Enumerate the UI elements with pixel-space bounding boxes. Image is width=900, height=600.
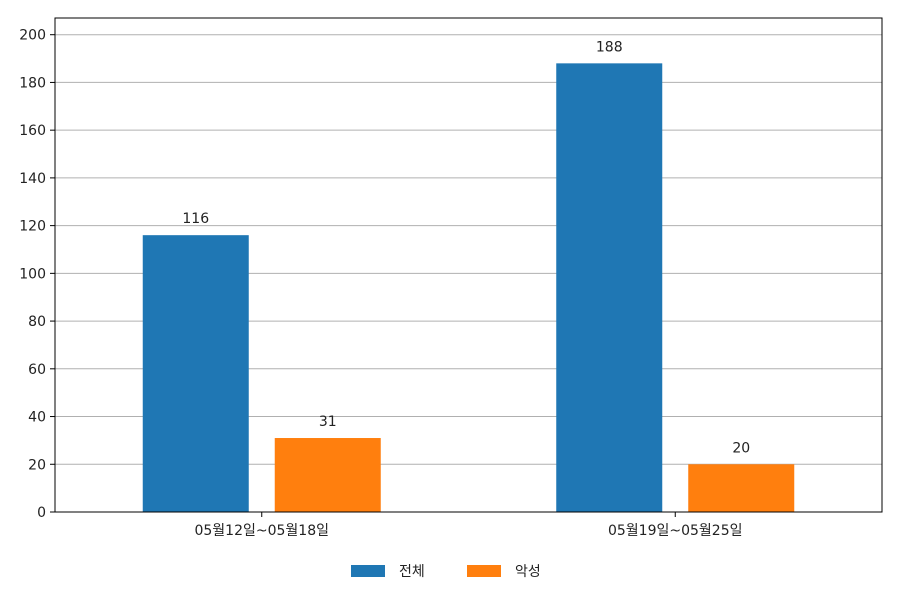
y-tick-label: 160 (19, 123, 46, 139)
legend-swatch-total (351, 565, 385, 577)
bar-malicious-1 (274, 438, 381, 512)
y-tick-label: 120 (19, 219, 46, 235)
y-tick-label: 40 (28, 410, 46, 426)
data-label-layer: 116 31 188 20 (182, 39, 750, 456)
y-tick-label: 80 (28, 314, 46, 330)
y-axis: 0 20 40 60 80 100 120 140 160 180 200 (19, 28, 55, 521)
y-tick-label: 0 (37, 505, 46, 521)
x-axis: 05월12일~05월18일 05월19일~05월25일 (194, 512, 743, 539)
legend-label: 악성 (515, 564, 541, 580)
legend-label: 전체 (399, 564, 425, 580)
bar-total-2 (556, 63, 663, 513)
y-tick-label: 60 (28, 362, 46, 378)
y-tick-label: 100 (19, 266, 46, 282)
y-tick-label: 180 (19, 75, 46, 91)
legend-swatch-malicious (467, 565, 501, 577)
bar-malicious-2 (688, 464, 795, 512)
data-label: 31 (319, 414, 337, 430)
y-tick-label: 20 (28, 457, 46, 473)
data-label: 188 (596, 39, 623, 55)
x-tick-label: 05월12일~05월18일 (194, 523, 329, 539)
bar-total-1 (142, 235, 249, 513)
axes-frame (54, 17, 883, 513)
x-tick-label: 05월19일~05월25일 (608, 523, 743, 539)
bar-layer (142, 63, 795, 513)
legend: 전체 악성 (351, 564, 541, 580)
y-tick-label: 140 (19, 171, 46, 187)
data-label: 116 (182, 211, 209, 227)
data-label: 20 (732, 440, 750, 456)
y-tick-label: 200 (19, 28, 46, 44)
